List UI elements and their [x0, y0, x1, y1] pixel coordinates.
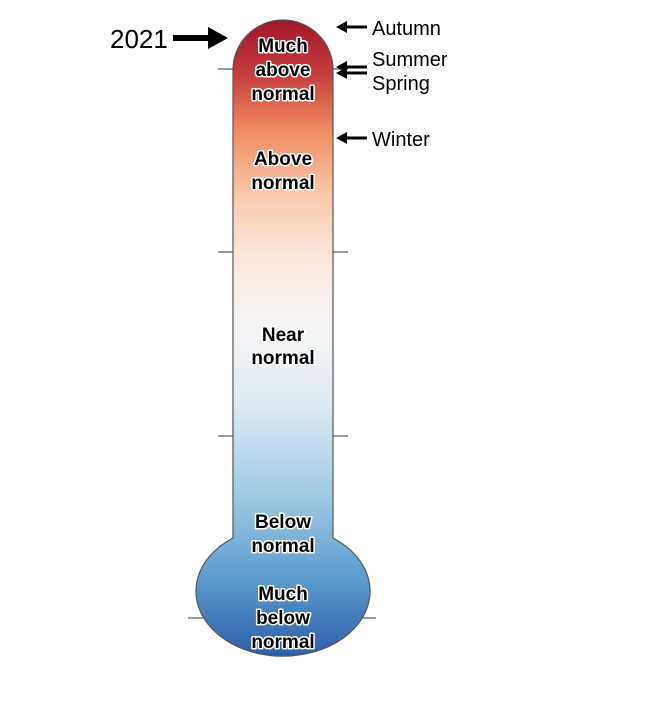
spring-arrow-icon	[336, 67, 367, 79]
svg-text:Much: Much	[258, 584, 308, 605]
summer-label: Summer	[372, 49, 448, 71]
season-arrows	[336, 21, 367, 144]
svg-text:below: below	[256, 608, 310, 629]
level-below: Below normal	[250, 511, 316, 559]
autumn-arrow-icon	[336, 21, 367, 33]
level-much-below: Much below normal	[250, 583, 316, 655]
svg-text:above: above	[256, 60, 311, 81]
winter-label: Winter	[372, 129, 430, 151]
svg-text:normal: normal	[251, 632, 314, 653]
thermometer-body	[195, 19, 371, 657]
level-much-above: Much above normal	[250, 35, 316, 107]
svg-text:normal: normal	[251, 173, 314, 194]
svg-text:Above: Above	[254, 149, 312, 170]
scale-ticks	[188, 68, 376, 619]
svg-text:normal: normal	[251, 348, 314, 369]
year-arrow-icon	[173, 27, 228, 49]
winter-arrow-icon	[336, 132, 367, 144]
svg-text:normal: normal	[251, 536, 314, 557]
svg-text:normal: normal	[251, 84, 314, 105]
autumn-label: Autumn	[372, 18, 441, 40]
year-label: 2021	[110, 24, 168, 54]
svg-text:Near: Near	[262, 325, 305, 346]
svg-text:Below: Below	[255, 512, 311, 533]
svg-text:Much: Much	[258, 36, 308, 57]
spring-label: Spring	[372, 73, 430, 95]
level-near: Near normal	[250, 324, 316, 371]
level-above: Above normal	[250, 148, 316, 196]
